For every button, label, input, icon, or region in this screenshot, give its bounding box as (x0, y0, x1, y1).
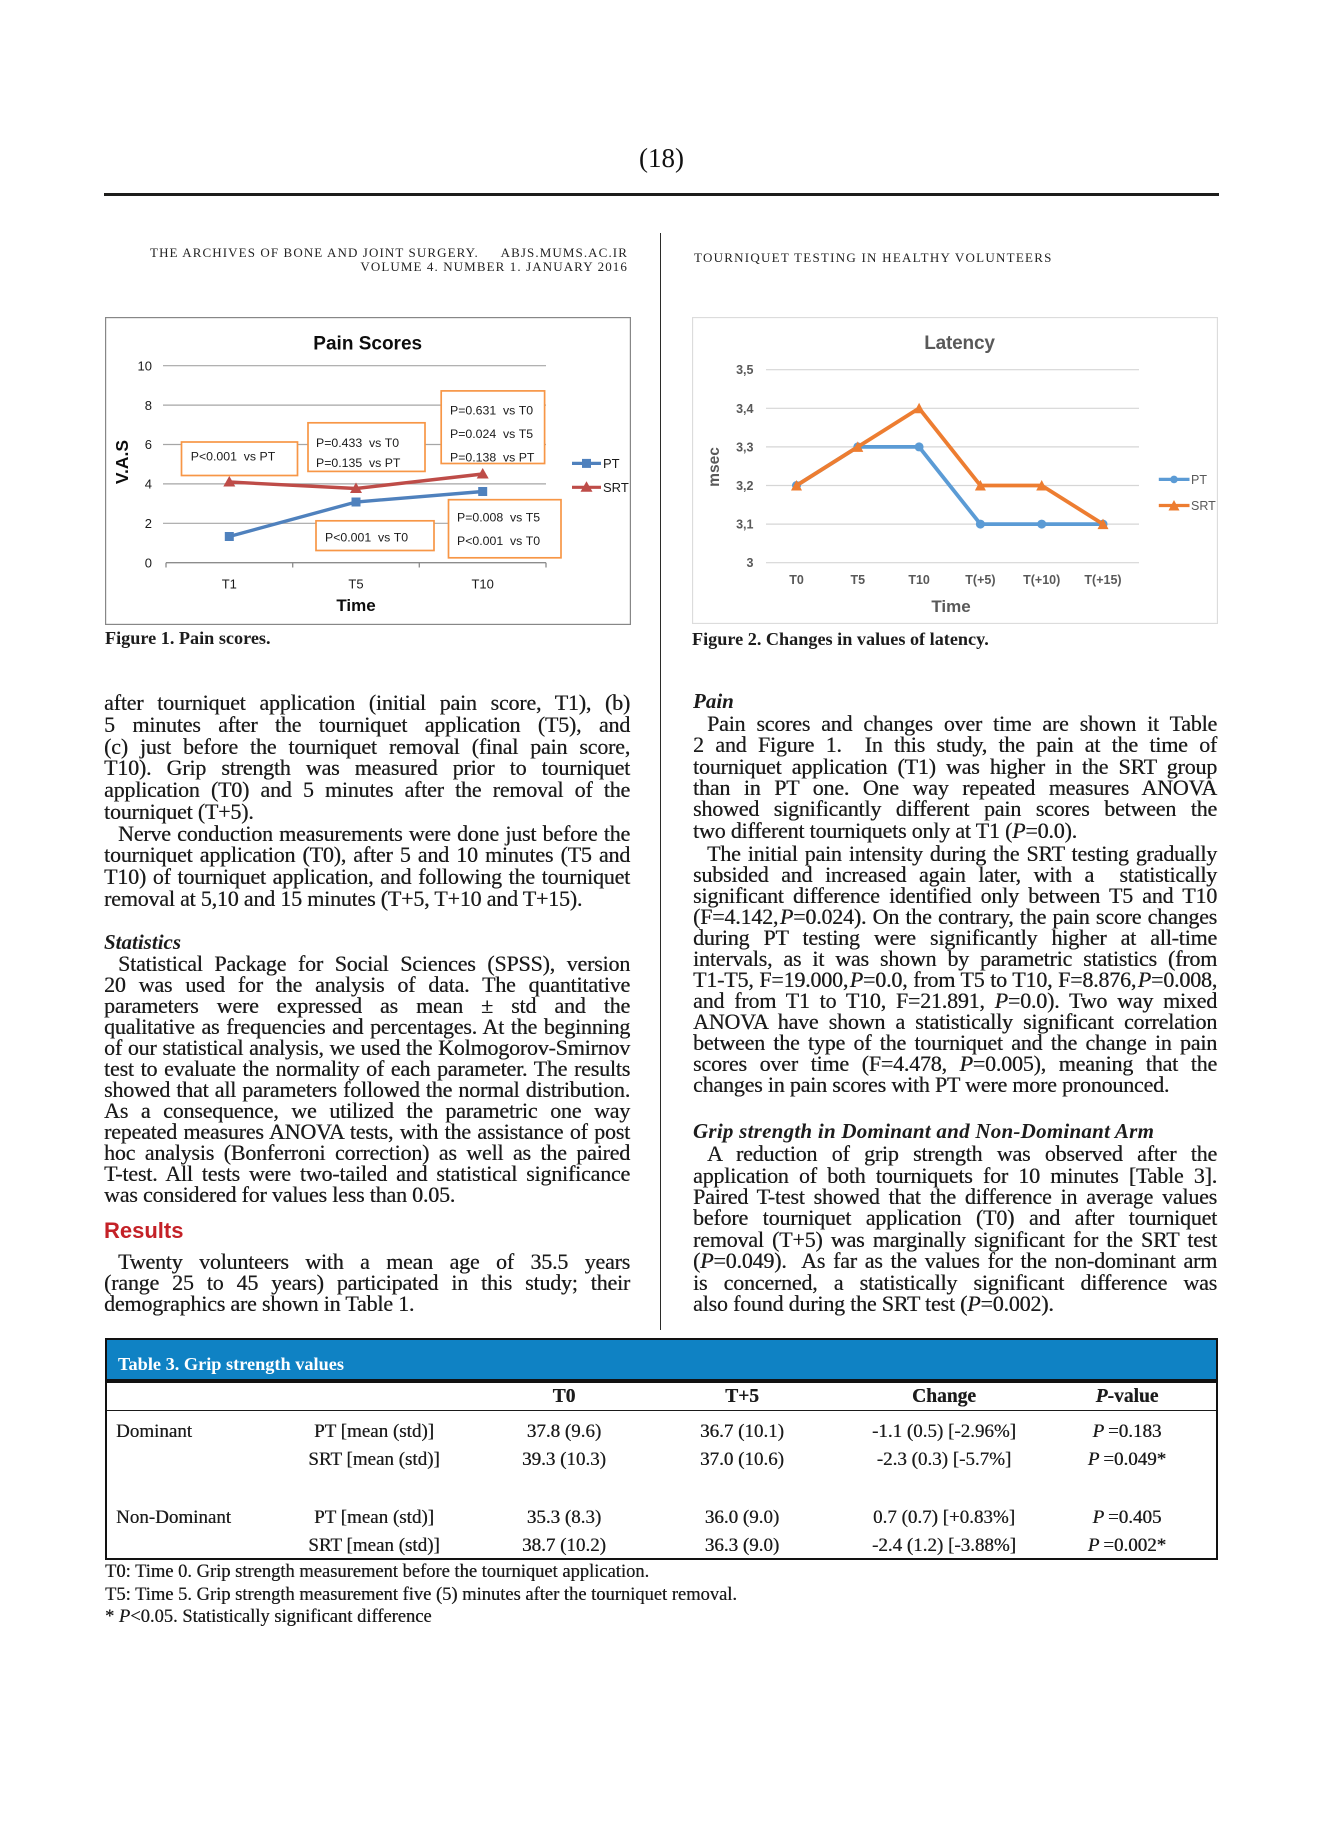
svg-text:3,3: 3,3 (736, 440, 753, 454)
svg-text:T10: T10 (471, 577, 493, 592)
svg-text:T(+5): T(+5) (965, 573, 995, 587)
svg-text:10: 10 (138, 358, 152, 373)
svg-text:8: 8 (145, 398, 152, 413)
svg-text:PT: PT (603, 456, 620, 471)
svg-text:T(+15): T(+15) (1084, 573, 1121, 587)
svg-text:T(+10): T(+10) (1023, 573, 1060, 587)
svg-text:2: 2 (145, 516, 152, 531)
svg-text:P=0.135 vs PT: P=0.135 vs PT (316, 456, 401, 470)
svg-text:Pain Scores: Pain Scores (313, 334, 422, 355)
svg-text:3: 3 (747, 556, 754, 570)
svg-text:P=0.138 vs PT: P=0.138 vs PT (450, 451, 535, 465)
svg-text:P=0.631 vs T0: P=0.631 vs T0 (450, 404, 533, 418)
svg-text:Time: Time (931, 597, 970, 616)
svg-text:0: 0 (145, 555, 152, 570)
svg-text:3,4: 3,4 (736, 402, 753, 416)
svg-text:3,5: 3,5 (736, 363, 753, 377)
svg-text:3,1: 3,1 (736, 518, 753, 532)
svg-text:SRT: SRT (603, 480, 629, 495)
svg-text:Time: Time (336, 596, 375, 615)
svg-text:T1: T1 (222, 577, 237, 592)
svg-text:SRT: SRT (1191, 499, 1216, 513)
svg-text:6: 6 (145, 437, 152, 452)
svg-text:Latency: Latency (924, 333, 995, 354)
svg-text:P<0.001 vs PT: P<0.001 vs PT (191, 450, 276, 464)
svg-text:3,2: 3,2 (736, 479, 753, 493)
svg-text:T5: T5 (851, 573, 866, 587)
svg-text:T10: T10 (908, 573, 930, 587)
svg-text:T5: T5 (348, 577, 363, 592)
svg-text:4: 4 (145, 477, 152, 492)
svg-text:PT: PT (1191, 473, 1207, 487)
svg-text:V.A.S: V.A.S (112, 440, 132, 484)
svg-text:T0: T0 (789, 573, 804, 587)
svg-text:P=0.008 vs T5: P=0.008 vs T5 (457, 511, 540, 525)
svg-text:P<0.001 vs T0: P<0.001 vs T0 (325, 531, 408, 545)
svg-text:P<0.001 vs T0: P<0.001 vs T0 (457, 534, 540, 548)
svg-text:msec: msec (706, 447, 723, 487)
svg-text:P=0.433 vs T0: P=0.433 vs T0 (316, 436, 399, 450)
svg-text:P=0.024 vs T5: P=0.024 vs T5 (450, 427, 533, 441)
